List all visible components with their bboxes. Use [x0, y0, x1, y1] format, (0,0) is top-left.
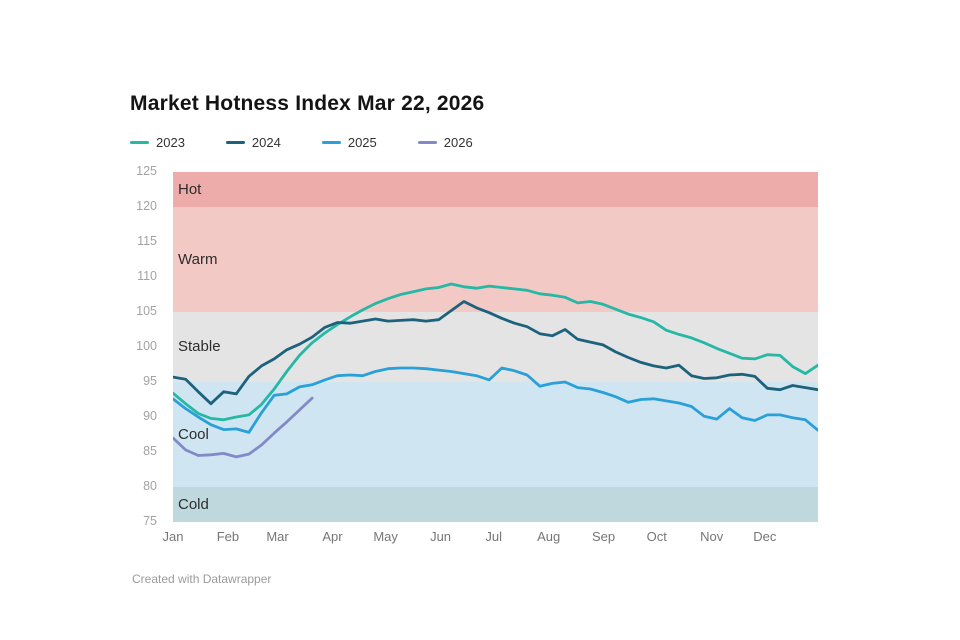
legend-swatch: [225, 141, 245, 144]
band-label-cool: Cool: [178, 425, 209, 443]
legend-label: 2023: [156, 135, 185, 150]
legend-swatch: [130, 141, 149, 144]
y-axis-tick-label: 120: [136, 199, 157, 213]
y-axis-tick-label: 95: [143, 374, 157, 388]
series-line-2026: [173, 396, 314, 459]
band-label-warm: Warm: [178, 250, 218, 268]
x-axis-tick-label: Feb: [216, 529, 240, 544]
legend-label: 2026: [443, 135, 473, 150]
x-axis-tick-label: Nov: [700, 529, 724, 544]
chart-canvas: [173, 282, 818, 459]
legend-label: 2025: [347, 135, 377, 150]
x-axis-tick-label: Jan: [162, 529, 184, 544]
x-axis-tick-label: Apr: [322, 529, 343, 544]
chart-title: Market Hotness Index Mar 22, 2026: [130, 92, 485, 115]
attribution: Created with Datawrapper: [132, 572, 272, 586]
x-axis-tick-label: Jun: [430, 529, 452, 544]
y-axis-tick-label: 100: [136, 339, 157, 353]
y-axis-tick-label: 90: [143, 409, 157, 423]
band-hot: [173, 172, 818, 207]
x-axis-tick-label: Oct: [646, 529, 667, 544]
y-axis-tick-label: 125: [136, 164, 157, 178]
x-axis-tick-label: May: [373, 529, 398, 544]
legend-item-2023: 2023: [130, 135, 185, 150]
legend-item-2024: 2024: [225, 135, 281, 150]
x-axis-tick-label: Sep: [592, 529, 616, 544]
y-axis-tick-label: 75: [143, 514, 157, 528]
legend-item-2025: 2025: [321, 135, 377, 150]
y-axis-tick-label: 115: [137, 234, 157, 248]
series-line-2024: [173, 300, 818, 406]
x-axis-tick-label: Aug: [537, 529, 561, 544]
y-axis-tick-label: 105: [136, 304, 157, 318]
x-axis-tick-label: Dec: [753, 529, 777, 544]
band-cool: [173, 382, 818, 487]
plot-area: Hot Warm Stable Cool Cold: [173, 172, 818, 522]
band-warm: [173, 207, 818, 312]
x-axis-tick-label: Jul: [485, 529, 503, 544]
legend-swatch: [321, 141, 341, 144]
y-axis-tick-label: 85: [143, 444, 157, 458]
band-label-hot: Hot: [178, 180, 202, 198]
legend-label: 2024: [251, 135, 281, 150]
legend: 2023 2024 2025 2026: [130, 135, 473, 150]
band-label-stable: Stable: [178, 338, 221, 355]
band-cold: [173, 487, 818, 522]
legend-item-2026: 2026: [417, 135, 473, 150]
x-axis-tick-label: Mar: [266, 529, 289, 544]
y-axis-tick-label: 110: [137, 269, 157, 283]
series-line-2023: [173, 282, 818, 422]
series-line-2025: [173, 366, 818, 434]
y-axis-tick-label: 80: [143, 479, 157, 493]
legend-swatch: [417, 141, 437, 144]
band-label-cold: Cold: [178, 495, 209, 513]
